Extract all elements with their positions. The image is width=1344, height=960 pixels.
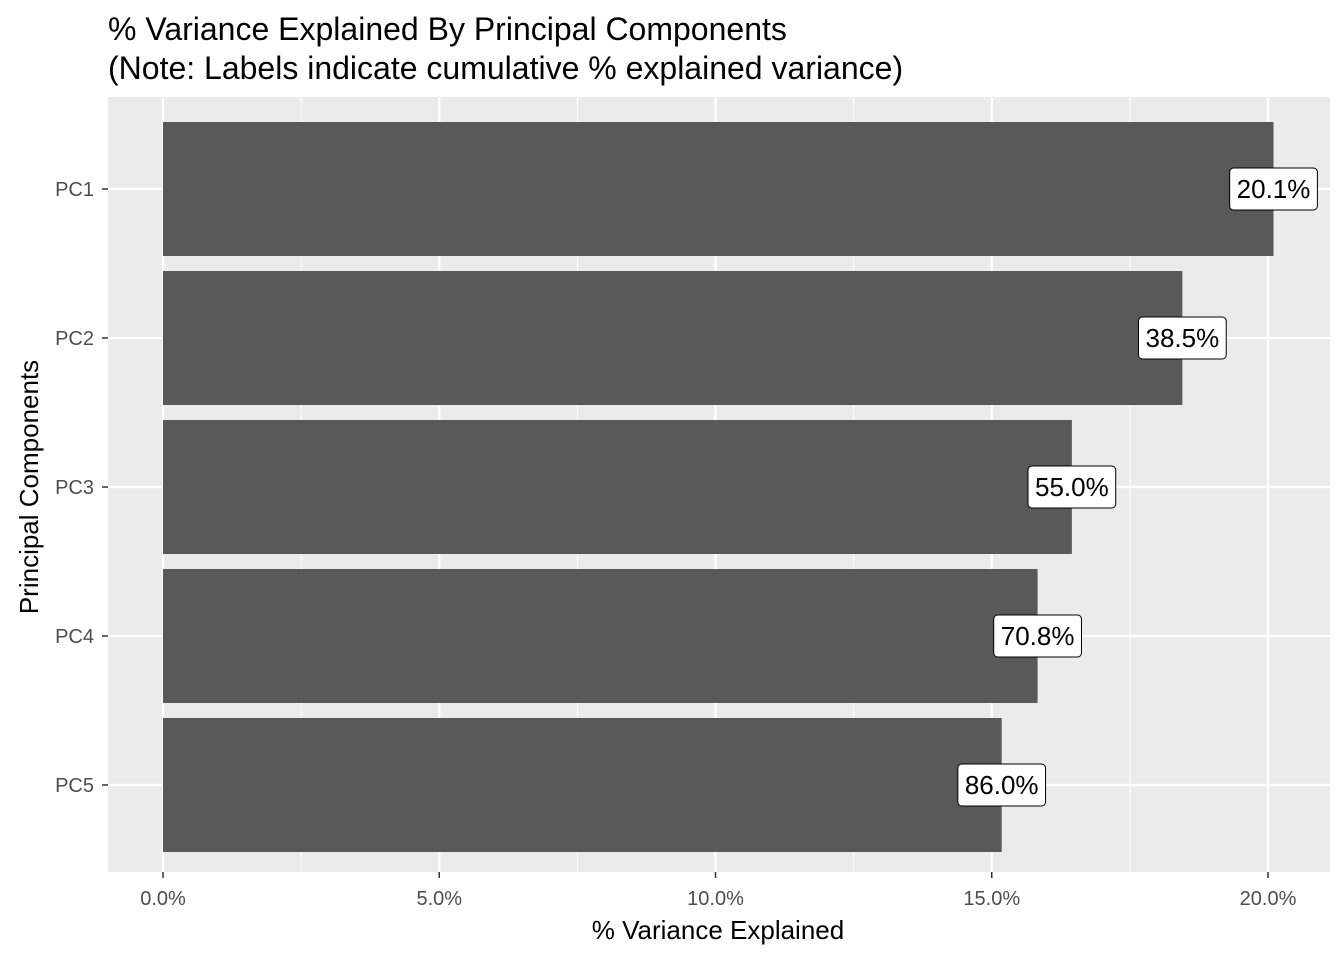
- x-tick-label: 15.0%: [963, 888, 1020, 910]
- data-label-box: [1137, 316, 1227, 360]
- data-label-text: 20.1%: [1237, 174, 1311, 204]
- y-tick-label: PC2: [55, 328, 94, 350]
- data-label-box: [1027, 465, 1117, 509]
- data-label-pc1: 20.1%: [1229, 167, 1318, 211]
- y-axis: PC1 PC2 PC3 PC4 PC5: [55, 179, 108, 797]
- x-axis: 0.0% 5.0% 10.0% 15.0% 20.0%: [140, 872, 1297, 910]
- data-label-text: 38.5%: [1145, 323, 1219, 353]
- bar-pc3: [163, 420, 1072, 554]
- bar-pc5: [163, 718, 1002, 852]
- data-label-text: 86.0%: [965, 770, 1039, 800]
- chart-title: % Variance Explained By Principal Compon…: [108, 11, 787, 47]
- data-label-text: 55.0%: [1035, 472, 1109, 502]
- bars: [163, 122, 1274, 852]
- y-tick-label: PC1: [55, 179, 94, 201]
- data-label-box: [957, 763, 1047, 807]
- data-label-pc4: 70.8%: [993, 614, 1082, 658]
- bar-pc4: [163, 569, 1038, 703]
- data-label-pc3: 55.0%: [1027, 465, 1117, 509]
- data-label-pc2: 38.5%: [1137, 316, 1227, 360]
- data-labels: 20.1% 38.5% 55.0% 70.8% 86.0%: [957, 167, 1318, 807]
- bar-pc2: [163, 271, 1183, 405]
- x-tick-label: 5.0%: [416, 888, 462, 910]
- x-tick-label: 20.0%: [1240, 888, 1297, 910]
- y-tick-label: PC5: [55, 775, 94, 797]
- y-tick-label: PC3: [55, 477, 94, 499]
- x-axis-title: % Variance Explained: [592, 915, 844, 945]
- data-label-box: [1229, 167, 1318, 211]
- x-tick-label: 0.0%: [140, 888, 186, 910]
- data-label-box: [993, 614, 1082, 658]
- x-tick-label: 10.0%: [687, 888, 744, 910]
- data-label-pc5: 86.0%: [957, 763, 1047, 807]
- chart-subtitle: (Note: Labels indicate cumulative % expl…: [108, 50, 904, 86]
- y-axis-title: Principal Components: [14, 360, 44, 614]
- bar-pc1: [163, 122, 1274, 256]
- data-label-text: 70.8%: [1001, 621, 1075, 651]
- y-tick-label: PC4: [55, 626, 94, 648]
